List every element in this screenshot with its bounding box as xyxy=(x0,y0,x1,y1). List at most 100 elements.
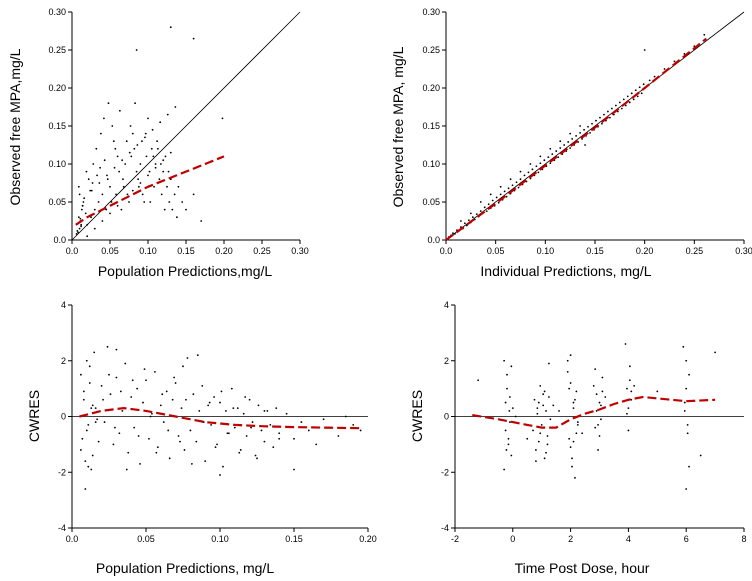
data-point xyxy=(614,104,617,107)
data-point xyxy=(583,128,585,131)
data-point xyxy=(703,33,706,36)
data-point xyxy=(96,418,99,421)
data-point xyxy=(595,410,598,412)
data-point xyxy=(569,354,572,357)
data-point xyxy=(557,156,560,159)
data-point xyxy=(145,155,148,158)
data-point xyxy=(141,193,144,196)
y-tick-label: 0.15 xyxy=(48,121,66,131)
data-point xyxy=(452,232,454,235)
data-point xyxy=(686,432,689,435)
data-point xyxy=(166,185,168,188)
data-point xyxy=(620,107,623,110)
data-point xyxy=(683,410,686,412)
data-point xyxy=(84,460,87,462)
data-point xyxy=(106,178,109,181)
data-point xyxy=(628,379,631,382)
data-point xyxy=(116,155,119,158)
data-point xyxy=(156,446,159,449)
data-point xyxy=(519,170,522,173)
data-point xyxy=(94,421,97,423)
data-point xyxy=(499,185,502,188)
data-point xyxy=(147,117,149,120)
data-point xyxy=(93,208,96,211)
data-point xyxy=(162,421,165,423)
data-point xyxy=(175,216,178,219)
data-point xyxy=(688,373,690,376)
data-point xyxy=(151,128,154,131)
data-point xyxy=(115,376,118,379)
data-point xyxy=(579,125,581,127)
data-point xyxy=(106,345,109,348)
data-point xyxy=(135,170,138,173)
data-point xyxy=(569,147,572,149)
ylabel-cwres: CWRES xyxy=(409,390,425,442)
data-point xyxy=(543,457,546,460)
x-tick-label: 0.20 xyxy=(636,246,654,256)
data-point xyxy=(164,155,167,158)
data-point xyxy=(515,181,518,184)
data-point xyxy=(589,131,591,134)
x-tick-label: 8 xyxy=(741,534,746,544)
data-point xyxy=(467,219,470,222)
data-point xyxy=(136,144,139,146)
data-point xyxy=(509,178,512,181)
data-point xyxy=(136,387,139,390)
data-point xyxy=(595,119,597,122)
data-point xyxy=(479,201,482,203)
data-point xyxy=(546,435,549,437)
data-point xyxy=(539,384,542,387)
data-point xyxy=(485,210,488,213)
data-point xyxy=(101,193,104,196)
data-point xyxy=(91,182,94,184)
data-point xyxy=(539,155,542,158)
data-point xyxy=(91,454,94,457)
x-tick-label: 0.05 xyxy=(487,246,505,256)
data-point xyxy=(86,235,89,238)
data-point xyxy=(90,407,93,410)
data-point xyxy=(152,155,155,158)
data-point xyxy=(510,365,513,368)
data-point xyxy=(607,110,609,113)
data-point xyxy=(242,412,245,415)
data-point xyxy=(673,60,676,63)
y-tick-label: 0.05 xyxy=(48,197,66,207)
x-tick-label: 0.25 xyxy=(686,246,704,256)
y-tick-label: -4 xyxy=(58,523,66,533)
data-point xyxy=(106,174,108,177)
data-point xyxy=(186,357,189,359)
data-point xyxy=(87,178,90,181)
data-point xyxy=(548,362,550,365)
plot-individual-predictions-vs-observed: Observed free MPA, mg/L Individual Predi… xyxy=(390,7,752,279)
data-point xyxy=(517,186,520,189)
data-point xyxy=(250,426,252,429)
data-point xyxy=(539,432,542,435)
data-point xyxy=(511,407,514,410)
data-point xyxy=(569,446,572,449)
data-point xyxy=(598,401,601,404)
data-point xyxy=(477,379,480,382)
data-point xyxy=(214,446,217,449)
x-tick-label: -2 xyxy=(451,534,459,544)
data-point xyxy=(225,410,227,412)
data-point xyxy=(489,193,492,196)
y-tick-label: 0.20 xyxy=(422,83,440,93)
data-point xyxy=(159,121,162,124)
data-point xyxy=(584,144,586,146)
data-point xyxy=(82,398,85,401)
data-point xyxy=(549,162,552,165)
data-point xyxy=(94,407,97,410)
data-point xyxy=(533,398,536,401)
y-tick-label: 0.25 xyxy=(48,45,66,55)
data-point xyxy=(506,387,508,390)
data-point xyxy=(149,201,152,203)
data-point xyxy=(118,432,121,435)
data-point xyxy=(85,170,88,173)
y-tick-label: 0.20 xyxy=(48,83,66,93)
data-point xyxy=(630,398,633,401)
data-point xyxy=(137,185,140,188)
data-point xyxy=(624,104,627,107)
data-point xyxy=(546,443,549,446)
data-point xyxy=(192,193,195,196)
y-tick-label: 0.0 xyxy=(427,235,440,245)
